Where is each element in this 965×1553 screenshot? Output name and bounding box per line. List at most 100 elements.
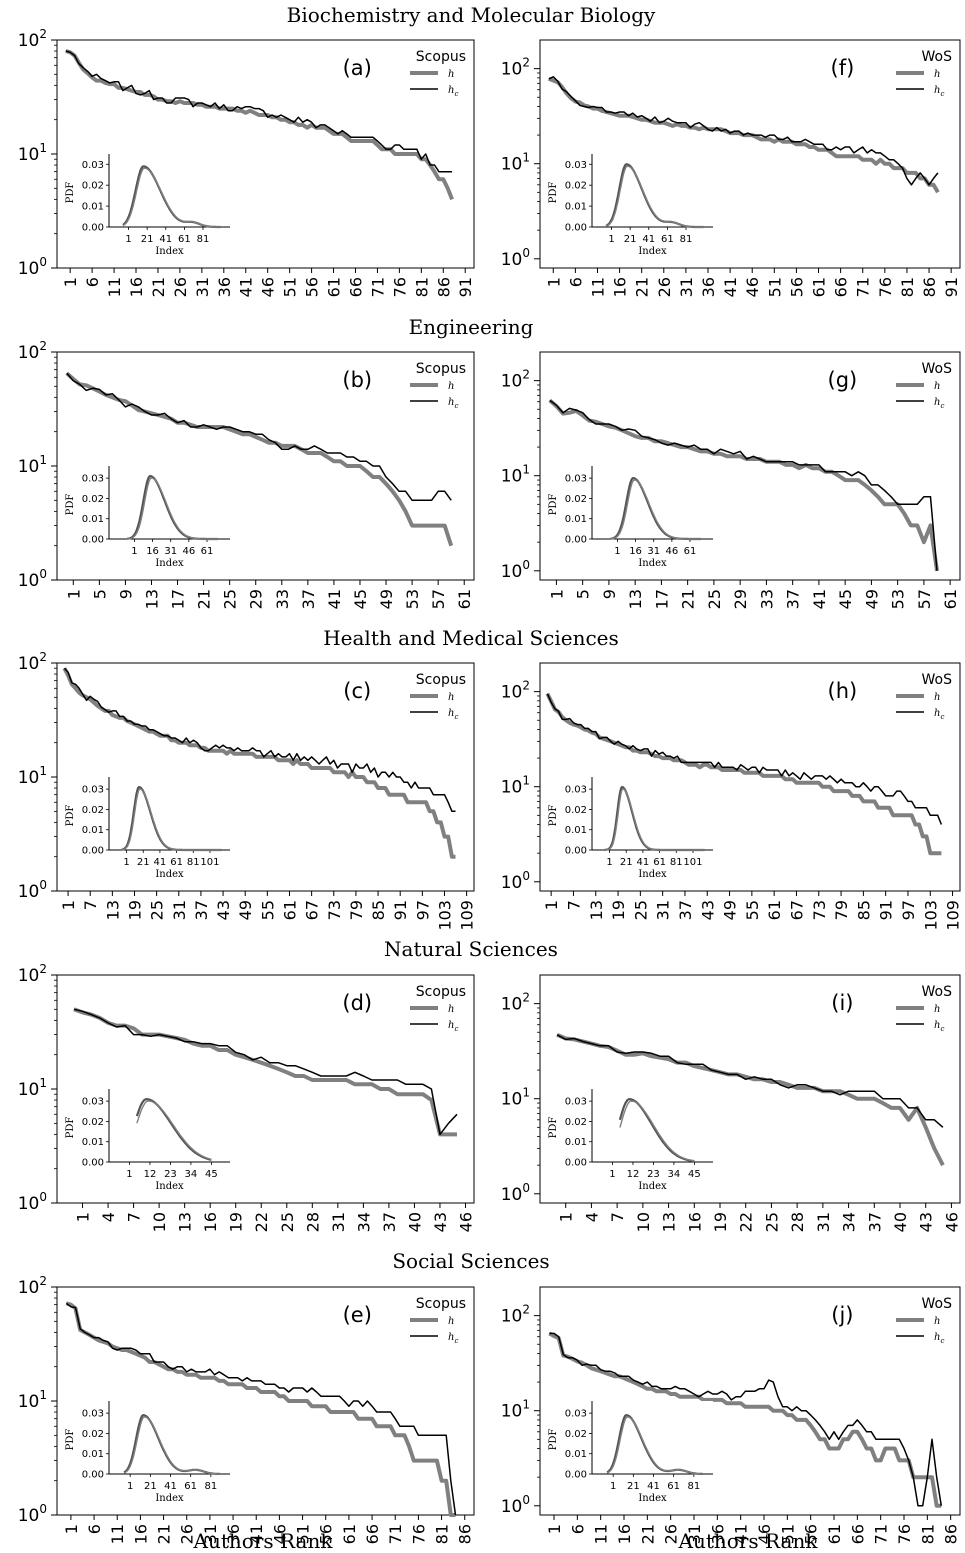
y-tick-exponent: 1: [39, 1076, 47, 1090]
inset-x-label: Index: [155, 246, 184, 257]
x-tick-label: 67: [787, 900, 806, 920]
inset-y-label: PDF: [548, 182, 559, 204]
x-tick-label: 86: [920, 277, 939, 297]
inset-x-tick-label: 41: [637, 857, 650, 868]
inset-x-tick-label: 61: [178, 234, 191, 245]
x-tick-label: 7: [564, 900, 583, 910]
panel-label: (j): [831, 1303, 853, 1327]
x-tick-label: 41: [247, 1524, 266, 1544]
x-tick-label: 56: [317, 1524, 336, 1544]
y-tick-label: 101: [501, 774, 530, 798]
x-tick-label: 25: [221, 589, 240, 609]
inset-y-label: PDF: [548, 494, 559, 516]
x-tick-label: 66: [848, 1524, 867, 1544]
y-tick-exponent: 0: [39, 567, 47, 581]
inset-x-tick-label: 23: [647, 1169, 660, 1180]
inset-y-tick-label: 0.03: [565, 1409, 587, 1420]
x-tick-label: 11: [592, 1524, 611, 1544]
x-tick-label: 21: [195, 589, 214, 609]
x-tick-label: 4: [582, 1212, 601, 1222]
inset-y-tick-label: 0.01: [82, 514, 104, 525]
inset-x-tick-label: 81: [680, 234, 693, 245]
x-tick-label: 21: [679, 589, 698, 609]
legend-title: WoS: [922, 49, 953, 65]
x-tick-label: 31: [329, 1212, 348, 1232]
x-tick-label: 46: [270, 1524, 289, 1544]
inset-y-tick-label: 0.02: [565, 494, 587, 505]
panel-label: (a): [343, 56, 372, 80]
x-tick-label: 61: [325, 277, 344, 297]
y-tick-label: 102: [501, 991, 530, 1015]
row-title-2: Engineering: [409, 315, 534, 339]
x-tick-label: 86: [456, 1524, 475, 1544]
inset-x-label: Index: [638, 558, 667, 569]
legend-h-label: h: [448, 1004, 454, 1015]
inset-x-tick-label: 1: [608, 234, 614, 245]
series-hc-line: [65, 50, 453, 173]
inset-x-tick-label: 1: [127, 1481, 133, 1492]
y-tick-exponent: 1: [522, 774, 530, 788]
x-tick-label: 19: [609, 900, 628, 920]
x-tick-label: 103: [921, 900, 940, 931]
y-tick-exponent: 0: [522, 1493, 530, 1507]
y-tick-exponent: 1: [39, 1388, 47, 1402]
x-tick-label: 61: [340, 1524, 359, 1544]
x-tick-label: 45: [836, 589, 855, 609]
x-tick-label: 13: [587, 900, 606, 920]
series-hc-line: [73, 1008, 458, 1136]
x-tick-label: 17: [652, 589, 671, 609]
y-tick-exponent: 1: [522, 1086, 530, 1100]
x-tick-label: 51: [281, 277, 300, 297]
plot-frame: [539, 351, 961, 581]
x-tick-label: 34: [354, 1212, 373, 1232]
legend-h-label: h: [934, 692, 940, 703]
inset-x-tick-label: 46: [665, 546, 678, 557]
x-tick-label: 109: [944, 900, 963, 931]
x-tick-label: 57: [429, 589, 448, 609]
x-tick-label: 91: [942, 277, 961, 297]
inset-x-tick-label: 61: [170, 857, 183, 868]
x-tick-label: 7: [81, 900, 100, 910]
x-tick-label: 11: [108, 1524, 127, 1544]
x-axis-label-right: Authors Rank: [678, 1529, 819, 1553]
x-tick-label: 40: [405, 1212, 424, 1232]
legend-hc-subscript: c: [454, 402, 458, 410]
y-tick-exponent: 0: [522, 246, 530, 260]
x-tick-label: 31: [654, 900, 673, 920]
y-tick-exponent: 1: [522, 151, 530, 165]
inset-x-tick-label: 12: [144, 1169, 157, 1180]
y-tick-exponent: 1: [522, 463, 530, 477]
inset-y-label: PDF: [65, 494, 76, 516]
inset-y-tick-label: 0.02: [82, 494, 104, 505]
y-tick-exponent: 2: [39, 1274, 47, 1288]
series-hc-line: [549, 399, 938, 571]
legend-hc-label: hc: [934, 1332, 944, 1345]
inset-x-tick-label: 21: [620, 857, 633, 868]
y-tick-label: 100: [18, 878, 47, 902]
legend-hc-label: hc: [448, 1332, 458, 1345]
x-tick-label: 73: [810, 900, 829, 920]
inset-x-tick-label: 1: [131, 546, 137, 557]
x-tick-label: 26: [171, 277, 190, 297]
y-tick-label: 100: [18, 1190, 47, 1214]
legend-title: WoS: [922, 984, 953, 1000]
x-tick-label: 31: [193, 277, 212, 297]
x-tick-label: 1: [542, 900, 561, 910]
legend-hc-label: hc: [448, 1020, 458, 1033]
y-tick-exponent: 1: [39, 453, 47, 467]
inset-y-tick-label: 0.00: [82, 535, 104, 546]
inset-x-tick-label: 21: [137, 857, 150, 868]
x-tick-label: 46: [942, 1212, 961, 1232]
inset-y-label: PDF: [65, 1429, 76, 1451]
x-tick-label: 16: [611, 277, 630, 297]
x-tick-label: 1: [557, 1212, 576, 1222]
legend-hc-label: hc: [934, 397, 944, 410]
y-tick-label: 102: [501, 1303, 530, 1327]
inset-x-tick-label: 1: [126, 1169, 132, 1180]
x-tick-label: 76: [876, 277, 895, 297]
